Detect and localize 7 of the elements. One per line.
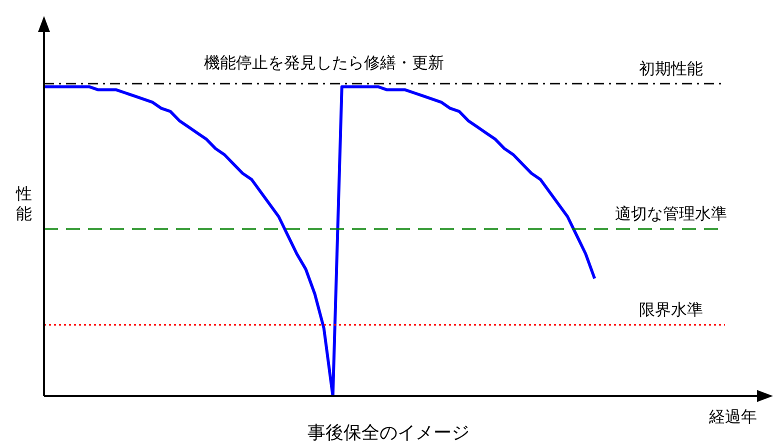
y-axis-title: 性能 bbox=[15, 184, 32, 224]
text: 機能停止を発見したら修繕・更新 bbox=[204, 52, 444, 72]
ref-line-label: 初期性能 bbox=[639, 58, 703, 78]
text: 事後保全のイメージ bbox=[308, 422, 470, 444]
x-axis-title: 経過年 bbox=[708, 407, 757, 426]
ref-line-label: 限界水準 bbox=[639, 300, 703, 320]
ref-line-label: 適切な管理水準 bbox=[615, 204, 727, 224]
